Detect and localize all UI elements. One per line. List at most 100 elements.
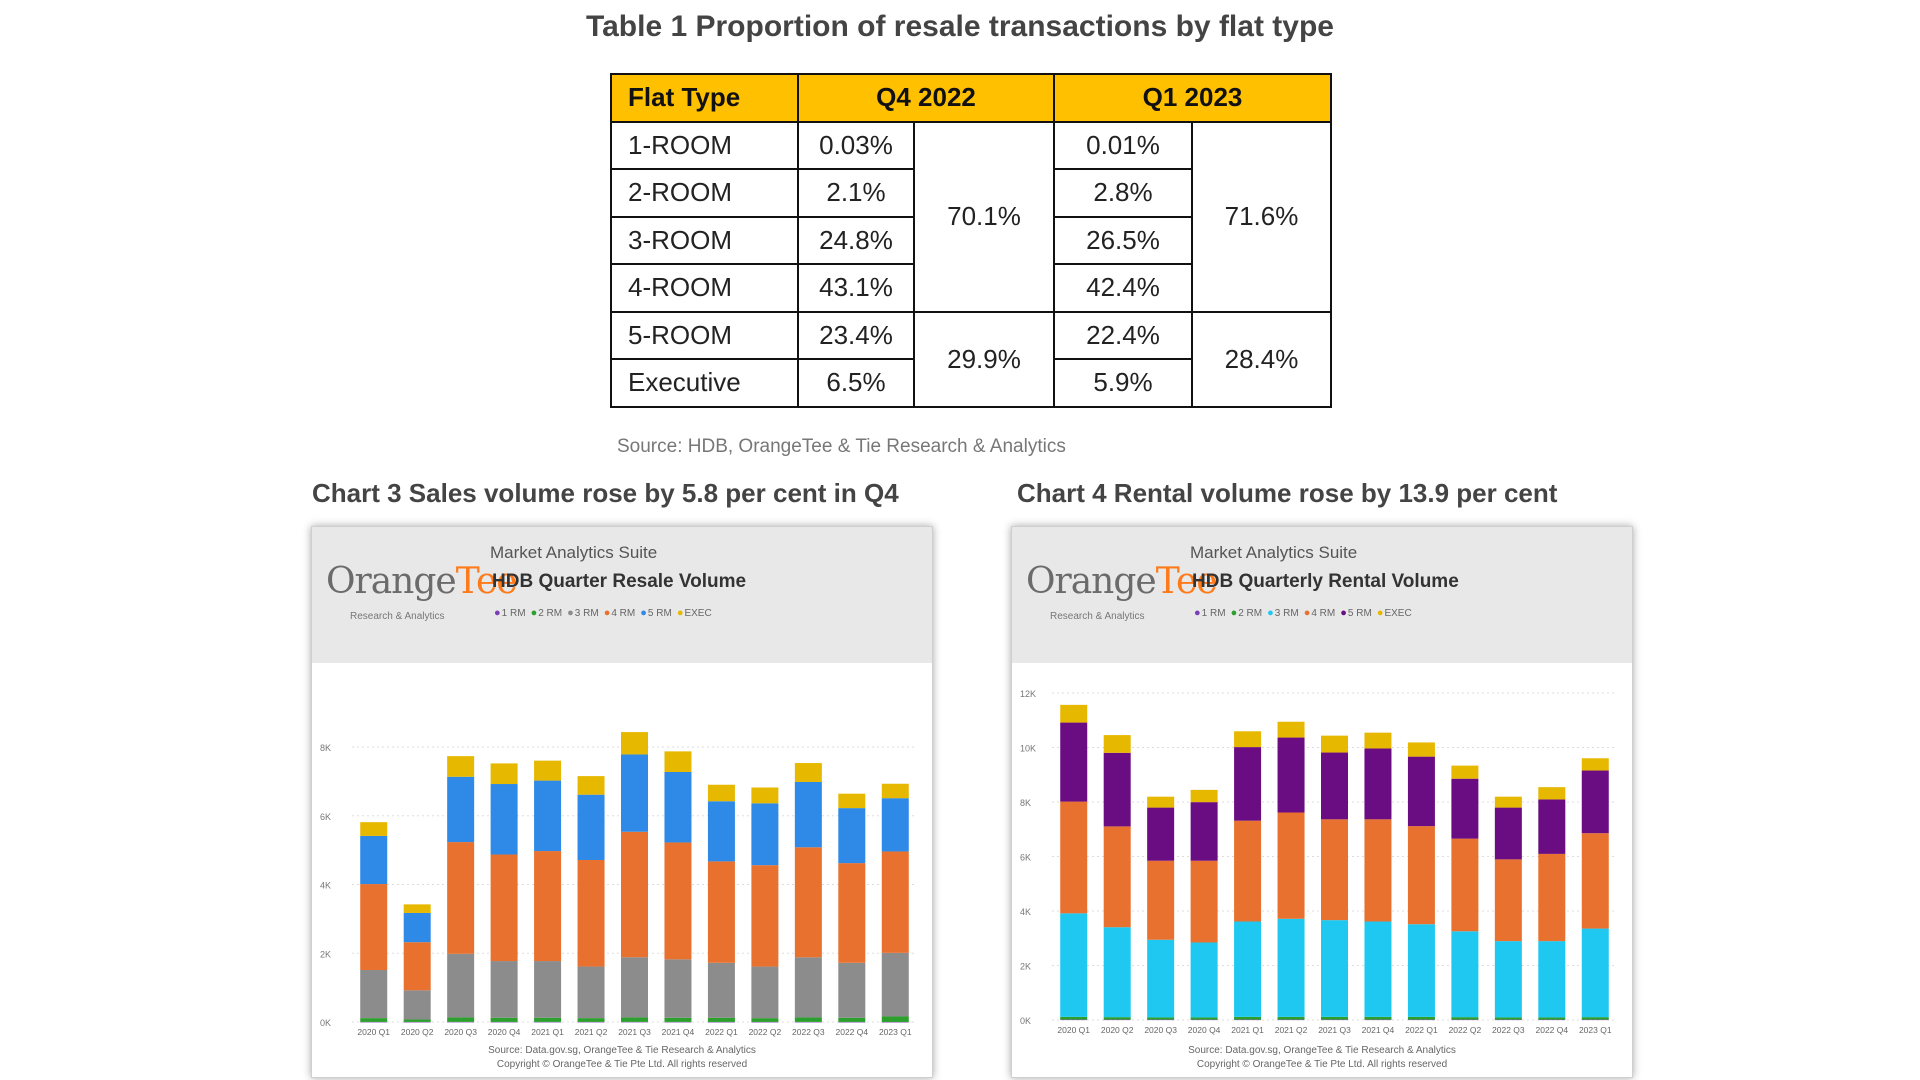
bar-exec-2022-q4 — [1538, 787, 1566, 800]
legend-item-3-rm: ●3 RM — [567, 607, 599, 619]
bar-2-rm-2021-q1 — [534, 1017, 562, 1022]
bar-4-rm-2020-q1 — [360, 884, 388, 970]
bar-5-rm-2022-q2 — [1451, 778, 1479, 839]
legend-item-4-rm: ●4 RM — [603, 607, 636, 619]
cell-q1-group-small: 71.6% — [1191, 120, 1332, 313]
panel-header: OrangeTee Research & Analytics Market An… — [1012, 527, 1632, 663]
x-tick-label: 2022 Q4 — [835, 1027, 868, 1037]
x-tick-label: 2020 Q1 — [1057, 1025, 1090, 1035]
legend-item-5-rm: ●5 RM — [1340, 607, 1372, 619]
x-tick-label: 2022 Q4 — [1535, 1025, 1568, 1035]
flat-type-table: Flat Type Q4 2022 Q1 2023 1-ROOM 0.03% 7… — [610, 73, 1332, 408]
bar-1-rm-2022-q3 — [794, 1021, 822, 1023]
bar-5-rm-2020-q2 — [403, 912, 431, 943]
cell-q1: 42.4% — [1053, 263, 1193, 313]
bar-5-rm-2023-q1 — [881, 798, 909, 852]
cell-type: 2-ROOM — [610, 168, 799, 218]
y-tick-label: 4K — [1020, 907, 1031, 917]
bar-exec-2021-q3 — [1321, 735, 1348, 753]
x-tick-label: 2022 Q3 — [1492, 1025, 1525, 1035]
bar-2-rm-2020-q2 — [1103, 1017, 1131, 1020]
cell-q4-group-small: 70.1% — [913, 120, 1055, 313]
cell-q4: 2.1% — [797, 168, 915, 218]
bar-1-rm-2022-q1 — [707, 1021, 735, 1023]
bar-2-rm-2023-q1 — [881, 1016, 909, 1022]
bar-3-rm-2023-q1 — [1581, 928, 1609, 1018]
bar-4-rm-2021-q3 — [621, 831, 648, 958]
bar-3-rm-2022-q3 — [1494, 941, 1522, 1018]
bar-1-rm-2020-q4 — [1190, 1019, 1218, 1021]
bar-2-rm-2022-q1 — [707, 1017, 735, 1022]
x-tick-label: 2020 Q3 — [1144, 1025, 1177, 1035]
bar-2-rm-2020-q3 — [447, 1017, 475, 1022]
bar-3-rm-2020-q4 — [490, 961, 518, 1018]
bar-4-rm-2021-q4 — [664, 842, 692, 960]
bar-5-rm-2020-q1 — [360, 835, 388, 885]
legend-item-exec: ●EXEC — [1376, 607, 1412, 619]
bar-5-rm-2021-q3 — [621, 754, 648, 832]
footer-source: Source: Data.gov.sg, OrangeTee & Tie Res… — [1188, 1045, 1456, 1056]
x-tick-label: 2023 Q1 — [879, 1027, 912, 1037]
y-tick-label: 6K — [320, 812, 331, 822]
x-tick-label: 2022 Q2 — [1449, 1025, 1482, 1035]
bar-3-rm-2022-q4 — [838, 962, 866, 1018]
bar-5-rm-2021-q3 — [1321, 752, 1348, 820]
bar-1-rm-2022-q2 — [1451, 1019, 1479, 1021]
chart-3-heading: Chart 3 Sales volume rose by 5.8 per cen… — [312, 478, 899, 508]
legend-item-1-rm: ●1 RM — [494, 607, 526, 619]
bar-1-rm-2021-q2 — [577, 1021, 605, 1023]
bar-1-rm-2020-q3 — [1147, 1019, 1175, 1021]
y-tick-label: 12K — [1020, 689, 1036, 699]
cell-q1: 0.01% — [1053, 120, 1193, 170]
bar-exec-2022-q3 — [1494, 796, 1522, 808]
y-tick-label: 0K — [320, 1018, 331, 1028]
bar-2-rm-2020-q1 — [360, 1018, 388, 1022]
bar-5-rm-2023-q1 — [1581, 770, 1609, 834]
bar-1-rm-2021-q4 — [664, 1021, 692, 1023]
chart-legend: ●1 RM ●2 RM ●3 RM ●4 RM ●5 RM ●EXEC — [494, 607, 717, 619]
legend-item-exec: ●EXEC — [676, 607, 712, 619]
y-tick-label: 4K — [320, 881, 331, 891]
bar-exec-2021-q1 — [1234, 731, 1262, 748]
bar-1-rm-2022-q4 — [1538, 1019, 1566, 1021]
bar-2-rm-2022-q2 — [751, 1018, 779, 1022]
bar-exec-2020-q4 — [490, 763, 518, 785]
bar-4-rm-2022-q4 — [1538, 853, 1566, 942]
bar-4-rm-2020-q2 — [1103, 826, 1131, 928]
bar-4-rm-2022-q1 — [707, 861, 735, 963]
bar-2-rm-2020-q4 — [1190, 1017, 1218, 1020]
table-row: 3-ROOM 24.8% 26.5% — [610, 215, 1331, 265]
bar-2-rm-2023-q1 — [1581, 1017, 1609, 1020]
x-tick-label: 2023 Q1 — [1579, 1025, 1612, 1035]
table-row: Executive 6.5% 5.9% — [610, 358, 1331, 408]
bar-exec-2023-q1 — [1581, 758, 1609, 771]
bar-exec-2021-q2 — [577, 776, 605, 795]
cell-type: 1-ROOM — [610, 120, 799, 170]
orangetee-logo: OrangeTee — [326, 561, 518, 602]
cell-q4: 43.1% — [797, 263, 915, 313]
x-tick-label: 2020 Q4 — [488, 1027, 521, 1037]
chart-legend: ●1 RM ●2 RM ●3 RM ●4 RM ●5 RM ●EXEC — [1194, 607, 1417, 619]
bar-4-rm-2021-q2 — [1277, 812, 1305, 919]
legend-item-4-rm: ●4 RM — [1303, 607, 1336, 619]
bar-exec-2022-q2 — [1451, 765, 1479, 779]
bar-5-rm-2022-q3 — [1494, 807, 1522, 860]
bar-5-rm-2020-q3 — [447, 776, 475, 843]
bar-exec-2022-q1 — [1407, 742, 1435, 757]
bar-2-rm-2020-q1 — [1060, 1016, 1088, 1020]
legend-item-2-rm: ●2 RM — [530, 607, 563, 619]
bar-3-rm-2021-q1 — [1234, 921, 1262, 1017]
bar-4-rm-2020-q3 — [447, 842, 475, 954]
table-title: Table 1 Proportion of resale transaction… — [586, 10, 1334, 43]
bar-4-rm-2021-q1 — [534, 851, 562, 962]
bar-2-rm-2022-q4 — [1538, 1017, 1566, 1020]
bar-1-rm-2021-q3 — [1321, 1019, 1348, 1021]
x-tick-label: 2021 Q2 — [575, 1027, 608, 1037]
bar-4-rm-2022-q2 — [751, 865, 779, 967]
bar-exec-2020-q1 — [360, 822, 388, 836]
bar-1-rm-2022-q3 — [1494, 1019, 1522, 1021]
bar-4-rm-2020-q4 — [490, 854, 518, 962]
bar-3-rm-2022-q4 — [1538, 941, 1566, 1018]
sales-chart-panel: OrangeTee Research & Analytics Market An… — [311, 526, 933, 1078]
x-tick-label: 2022 Q3 — [792, 1027, 825, 1037]
